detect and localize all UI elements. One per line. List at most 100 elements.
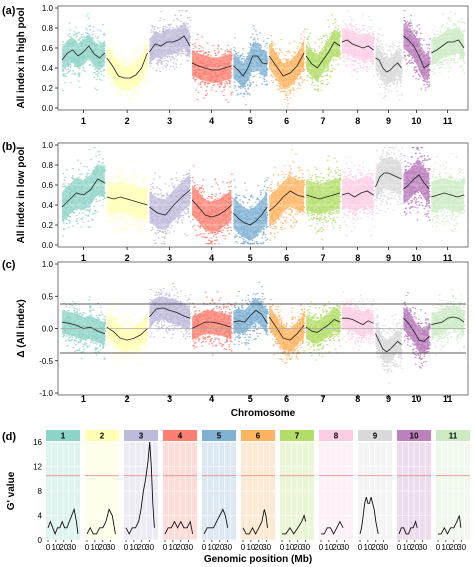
data-point xyxy=(406,21,409,23)
data-point xyxy=(171,56,173,58)
data-point xyxy=(342,56,345,58)
data-point xyxy=(157,64,159,66)
data-point xyxy=(178,53,180,55)
chromosome-4-points xyxy=(192,33,233,103)
data-point xyxy=(400,52,403,54)
data-point xyxy=(444,59,447,61)
data-point xyxy=(131,50,134,52)
data-point xyxy=(208,82,211,84)
data-point xyxy=(158,30,161,32)
data-point xyxy=(235,89,238,91)
data-point xyxy=(92,213,94,215)
data-point xyxy=(381,79,384,81)
data-point xyxy=(74,74,77,76)
data-point xyxy=(298,82,300,84)
data-point xyxy=(76,33,79,35)
data-point xyxy=(252,76,255,78)
data-point xyxy=(404,20,406,22)
data-point xyxy=(130,63,133,65)
data-point xyxy=(432,29,434,31)
data-point xyxy=(278,83,280,85)
data-point xyxy=(413,68,416,70)
data-point xyxy=(203,97,205,99)
data-point xyxy=(392,78,395,80)
data-point xyxy=(188,16,191,19)
data-point xyxy=(133,62,135,64)
data-point xyxy=(198,44,201,47)
data-point xyxy=(219,83,222,85)
data-point xyxy=(217,48,219,50)
data-point xyxy=(459,56,462,58)
data-point xyxy=(348,58,350,60)
data-point xyxy=(98,78,101,80)
data-point xyxy=(445,56,448,58)
data-point xyxy=(165,59,168,62)
data-point xyxy=(371,32,374,34)
data-point xyxy=(396,46,399,48)
chromosome-8-band xyxy=(341,27,374,63)
data-point xyxy=(74,39,77,41)
data-point xyxy=(320,89,323,91)
data-point xyxy=(249,94,251,96)
data-point xyxy=(285,58,287,60)
data-point xyxy=(384,89,387,91)
data-point xyxy=(260,46,263,48)
data-point xyxy=(224,83,226,85)
data-point xyxy=(447,18,450,20)
data-point xyxy=(404,22,407,24)
data-point xyxy=(102,70,105,72)
data-point xyxy=(140,92,142,94)
data-point xyxy=(147,52,149,54)
data-point xyxy=(399,80,402,83)
data-point xyxy=(439,31,442,33)
data-point xyxy=(72,178,75,180)
chromosome-2-points xyxy=(106,30,149,104)
data-point xyxy=(185,10,187,12)
data-point xyxy=(278,88,280,90)
data-point xyxy=(165,63,168,65)
data-point xyxy=(350,26,352,28)
data-point xyxy=(447,76,450,78)
data-point xyxy=(443,60,446,62)
data-point xyxy=(240,58,243,60)
data-point xyxy=(415,66,417,68)
data-point xyxy=(351,64,354,66)
data-point xyxy=(320,82,323,85)
data-point xyxy=(457,20,459,22)
data-point xyxy=(242,48,244,50)
data-point xyxy=(416,25,418,27)
data-point xyxy=(218,51,220,53)
data-point xyxy=(337,25,340,27)
data-point xyxy=(286,86,289,88)
data-point xyxy=(356,30,359,32)
data-point xyxy=(314,42,316,44)
data-point xyxy=(458,27,460,29)
data-point xyxy=(417,39,420,41)
data-point xyxy=(206,42,209,44)
data-point xyxy=(327,65,330,67)
data-point xyxy=(450,66,452,68)
data-point xyxy=(326,36,329,38)
chromosome-3-points xyxy=(149,10,192,73)
data-point xyxy=(399,49,401,51)
data-point xyxy=(326,83,328,85)
data-point xyxy=(432,38,434,40)
data-point xyxy=(102,158,104,160)
data-point xyxy=(267,57,269,60)
data-point xyxy=(283,90,285,92)
data-point xyxy=(439,61,442,63)
data-point xyxy=(250,36,252,38)
data-point xyxy=(63,185,66,188)
data-point xyxy=(356,62,359,64)
data-point xyxy=(434,33,436,35)
data-point xyxy=(69,220,72,222)
data-point xyxy=(184,53,186,55)
data-point xyxy=(214,54,217,56)
data-point xyxy=(276,85,278,87)
data-point xyxy=(116,59,119,61)
chromosome-label: 7 xyxy=(321,116,326,126)
data-point xyxy=(351,59,354,61)
data-point xyxy=(204,82,207,84)
data-point xyxy=(99,30,102,32)
data-point xyxy=(133,91,136,93)
